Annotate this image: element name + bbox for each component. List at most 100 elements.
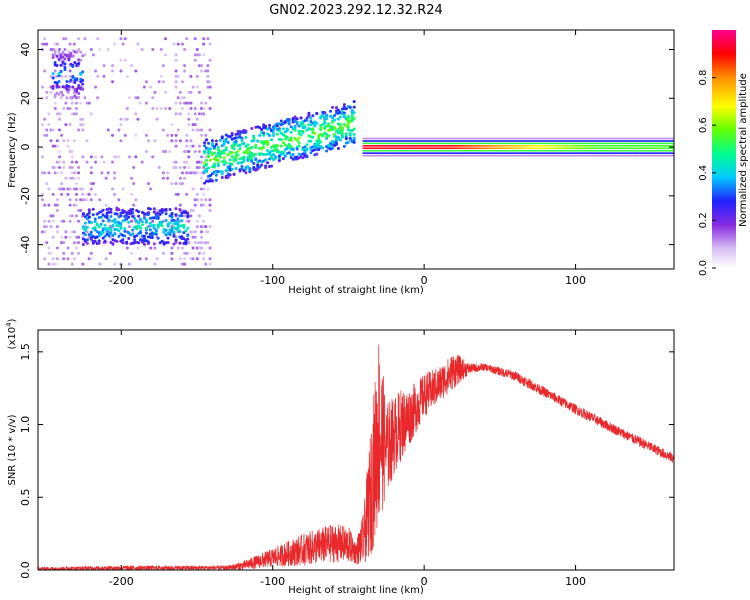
- heatmap-cell: [47, 262, 51, 266]
- heatmap-cell: [206, 69, 210, 73]
- heatmap-cell: [139, 231, 143, 235]
- heatmap-cell: [161, 64, 165, 68]
- heatmap-cell: [70, 262, 74, 266]
- heatmap-cell: [180, 182, 184, 186]
- heatmap-cell: [63, 68, 67, 72]
- y-tick-label: -40: [19, 236, 32, 254]
- heatmap-cell: [117, 155, 121, 159]
- heatmap-cell: [204, 241, 208, 245]
- heatmap-cell: [208, 58, 212, 62]
- heatmap-cell: [41, 192, 45, 196]
- heatmap-cell: [119, 139, 123, 143]
- heatmap-cell: [200, 176, 204, 180]
- heatmap-cell: [64, 37, 68, 41]
- heatmap-cell: [170, 123, 174, 127]
- heatmap-cell: [49, 48, 53, 52]
- heatmap-cell: [164, 90, 168, 94]
- heatmap-cell: [250, 159, 254, 163]
- heatmap-cell: [170, 212, 174, 216]
- heatmap-cell: [289, 144, 293, 148]
- heatmap-cell: [212, 162, 216, 166]
- spectrogram-frame: [37, 29, 675, 270]
- heatmap-cell: [200, 107, 204, 111]
- heatmap-cell: [140, 223, 144, 227]
- heatmap-cell: [168, 233, 172, 237]
- heatmap-cell: [81, 212, 85, 216]
- heatmap-cell: [207, 166, 211, 170]
- heatmap-cell: [208, 225, 212, 229]
- heatmap-cell: [256, 139, 260, 143]
- heatmap-cell: [350, 118, 354, 122]
- heatmap-cell: [262, 145, 266, 149]
- heatmap-cell: [174, 182, 178, 186]
- heatmap-cell: [346, 125, 350, 129]
- heatmap-cell: [132, 203, 136, 207]
- heatmap-cell: [195, 74, 199, 78]
- heatmap-cell: [139, 226, 143, 230]
- heatmap-cell: [185, 133, 189, 137]
- heatmap-cell: [58, 128, 62, 132]
- heatmap-cell: [216, 164, 220, 168]
- heatmap-cell: [195, 128, 199, 132]
- heatmap-cell: [70, 171, 74, 175]
- heatmap-cell: [232, 147, 236, 151]
- heatmap-cell: [195, 85, 199, 89]
- heatmap-cell: [200, 133, 204, 137]
- x-tick-label: -100: [260, 575, 285, 588]
- heatmap-cell: [195, 219, 199, 223]
- heatmap-cell: [109, 210, 113, 214]
- heatmap-cell: [131, 228, 135, 232]
- heatmap-cell: [321, 114, 325, 118]
- heatmap-cell: [178, 101, 182, 105]
- heatmap-cell: [331, 146, 335, 150]
- heatmap-cell: [220, 136, 224, 140]
- heatmap-cell: [252, 139, 256, 143]
- snr-series: [38, 344, 674, 570]
- heatmap-cell: [117, 234, 121, 238]
- heatmap-cell: [109, 215, 113, 219]
- heatmap-cell: [331, 105, 335, 109]
- heatmap-cell: [197, 144, 201, 148]
- heatmap-cell: [125, 213, 129, 217]
- heatmap-cell: [193, 235, 197, 239]
- heatmap-cell: [189, 74, 193, 78]
- heatmap-cell: [117, 128, 121, 132]
- spectrogram-heatmap: [41, 37, 674, 266]
- heatmap-cell: [174, 133, 178, 137]
- heatmap-cell: [108, 251, 112, 255]
- heatmap-cell: [189, 107, 193, 111]
- heatmap-cell: [89, 187, 93, 191]
- heatmap-cell: [97, 241, 101, 245]
- heatmap-cell: [77, 48, 81, 52]
- heatmap-cell: [208, 257, 212, 261]
- heatmap-cell: [83, 198, 87, 202]
- heatmap-cell: [113, 176, 117, 180]
- heatmap-cell: [264, 158, 268, 162]
- heatmap-cell: [43, 37, 47, 41]
- heatmap-cell: [127, 155, 131, 159]
- heatmap-cell: [297, 141, 301, 145]
- heatmap-cell: [210, 142, 214, 146]
- heatmap-cell: [94, 85, 98, 89]
- heatmap-cell: [244, 129, 248, 133]
- heatmap-cell: [193, 203, 197, 207]
- heatmap-cell: [75, 89, 79, 93]
- heatmap-cell: [283, 143, 287, 147]
- heatmap-cell: [180, 235, 184, 239]
- heatmap-cell: [180, 214, 184, 218]
- heatmap-cell: [293, 136, 297, 140]
- heatmap-cell: [283, 154, 287, 158]
- heatmap-cell: [153, 262, 157, 266]
- heatmap-cell: [63, 48, 67, 52]
- heatmap-cell: [147, 139, 151, 143]
- heatmap-cell: [204, 198, 208, 202]
- heatmap-cell: [70, 149, 74, 153]
- heatmap-cell: [244, 171, 248, 175]
- heatmap-cell: [275, 132, 279, 136]
- heatmap-cell: [195, 246, 199, 250]
- heatmap-cell: [172, 166, 176, 170]
- heatmap-cell: [180, 42, 184, 46]
- heatmap-cell: [164, 212, 168, 216]
- heatmap-cell: [200, 187, 204, 191]
- heatmap-cell: [185, 192, 189, 196]
